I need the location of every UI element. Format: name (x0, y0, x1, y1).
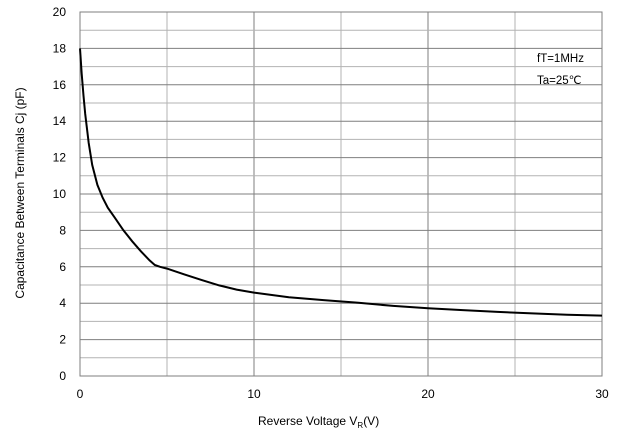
x-axis-title-unit: (V) (363, 414, 379, 428)
y-tick-label: 10 (53, 187, 67, 201)
frequency-annotation: fT=1MHz (537, 53, 584, 65)
y-tick-label: 8 (59, 223, 66, 237)
y-tick-label: 12 (53, 151, 67, 165)
y-tick-label: 14 (53, 114, 67, 128)
x-tick-label: 30 (595, 387, 609, 401)
x-tick-label: 20 (421, 387, 435, 401)
y-tick-label: 0 (59, 369, 66, 383)
x-tick-label: 0 (77, 387, 84, 401)
x-tick-label: 10 (247, 387, 261, 401)
y-tick-label: 2 (59, 333, 66, 347)
x-tick-labels: 0 10 20 30 (77, 387, 609, 401)
x-axis-title-main: Reverse Voltage V (258, 414, 357, 428)
y-tick-labels: 0 2 4 6 8 10 12 14 16 18 20 (53, 5, 67, 383)
x-axis-title: Reverse Voltage VR(V) (258, 414, 379, 430)
x-axis-title-subscript: R (357, 421, 363, 430)
y-tick-label: 4 (59, 296, 66, 310)
y-tick-label: 20 (53, 5, 67, 19)
grid-lines (80, 12, 602, 376)
capacitance-curve (79, 48, 603, 317)
plot-frame (79, 11, 603, 377)
y-tick-label: 18 (53, 41, 67, 55)
y-tick-label: 16 (53, 78, 67, 92)
y-axis-title: Capacitance Between Terminals Cj (pF) (13, 87, 27, 298)
y-tick-label: 6 (59, 260, 66, 274)
temperature-annotation: Ta=25℃ (537, 75, 582, 87)
